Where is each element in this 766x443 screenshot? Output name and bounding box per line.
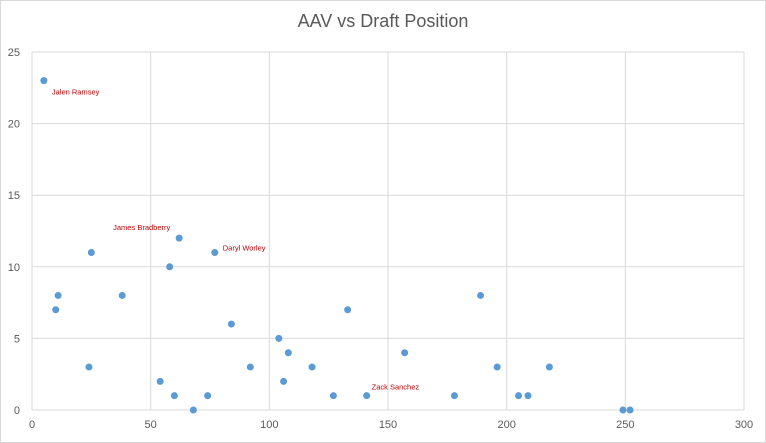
scatter-point	[401, 349, 409, 357]
scatter-point	[156, 377, 164, 385]
scatter-point	[166, 263, 174, 271]
scatter-point	[284, 349, 292, 357]
x-tick-label: 150	[379, 419, 397, 431]
x-tick-label: 250	[616, 419, 634, 431]
x-tick-label: 100	[260, 419, 278, 431]
y-tick-label: 25	[8, 47, 20, 59]
chart-title: AAV vs Draft Position	[297, 11, 469, 31]
scatter-point	[493, 363, 501, 371]
gridlines	[31, 51, 745, 411]
scatter-point	[170, 392, 178, 400]
scatter-point	[52, 306, 60, 314]
x-tick-label: 200	[497, 419, 515, 431]
scatter-point	[477, 291, 485, 299]
point-annotation: Daryl Worley	[223, 243, 266, 252]
x-tick-label: 50	[145, 419, 157, 431]
scatter-point	[227, 320, 235, 328]
scatter-point	[363, 392, 371, 400]
scatter-point	[450, 392, 458, 400]
scatter-point	[545, 363, 553, 371]
y-tick-label: 15	[8, 190, 20, 202]
scatter-point	[246, 363, 254, 371]
y-tick-label: 0	[14, 405, 20, 417]
scatter-point	[189, 406, 197, 414]
scatter-point	[118, 291, 126, 299]
scatter-point	[211, 248, 219, 256]
data-points	[40, 77, 634, 414]
scatter-point	[626, 406, 634, 414]
annotations: Jalen Ramsey James Bradberry Daryl Worley Z…	[52, 88, 420, 392]
point-annotation: Jalen Ramsey	[52, 88, 100, 97]
scatter-point	[204, 392, 212, 400]
scatter-point	[344, 306, 352, 314]
point-annotation: James Bradberry	[113, 223, 170, 232]
scatter-point	[329, 392, 337, 400]
scatter-point	[87, 248, 95, 256]
scatter-point	[40, 77, 48, 85]
scatter-point	[54, 291, 62, 299]
x-tick-label: 0	[29, 419, 35, 431]
point-annotation: Zack Sanchez	[372, 383, 420, 392]
scatter-point	[85, 363, 93, 371]
y-tick-label: 10	[8, 262, 20, 274]
x-tick-label: 300	[735, 419, 753, 431]
scatter-point	[308, 363, 316, 371]
scatter-point	[175, 234, 183, 242]
scatter-point	[280, 377, 288, 385]
y-tick-label: 20	[8, 119, 20, 131]
y-tick-label: 5	[14, 333, 20, 345]
scatter-point	[619, 406, 627, 414]
scatter-point	[515, 392, 523, 400]
scatter-point	[524, 392, 532, 400]
scatter-point	[275, 334, 283, 342]
